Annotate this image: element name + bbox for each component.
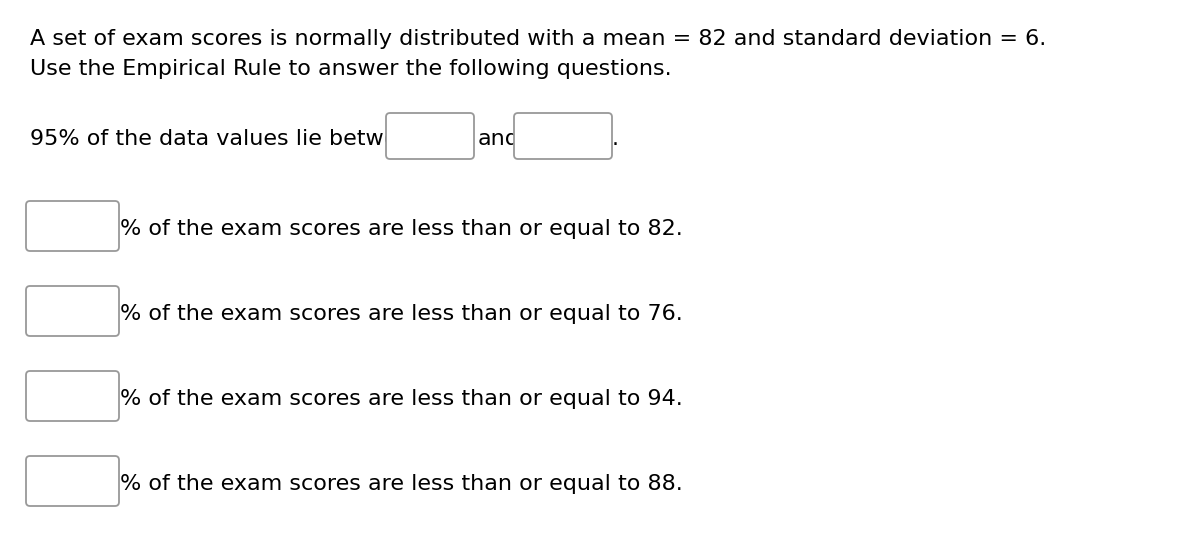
FancyBboxPatch shape bbox=[26, 286, 119, 336]
FancyBboxPatch shape bbox=[386, 113, 474, 159]
Text: A set of exam scores is normally distributed with a mean = 82 and standard devia: A set of exam scores is normally distrib… bbox=[29, 29, 1046, 49]
Text: Use the Empirical Rule to answer the following questions.: Use the Empirical Rule to answer the fol… bbox=[29, 59, 671, 79]
Text: 95% of the data values lie between: 95% of the data values lie between bbox=[29, 129, 425, 149]
FancyBboxPatch shape bbox=[514, 113, 613, 159]
FancyBboxPatch shape bbox=[26, 371, 119, 421]
Text: % of the exam scores are less than or equal to 94.: % of the exam scores are less than or eq… bbox=[120, 389, 683, 409]
Text: % of the exam scores are less than or equal to 76.: % of the exam scores are less than or eq… bbox=[120, 304, 683, 324]
Text: % of the exam scores are less than or equal to 88.: % of the exam scores are less than or eq… bbox=[120, 474, 683, 494]
Text: and: and bbox=[478, 129, 519, 149]
Text: % of the exam scores are less than or equal to 82.: % of the exam scores are less than or eq… bbox=[120, 219, 683, 239]
FancyBboxPatch shape bbox=[26, 456, 119, 506]
Text: .: . bbox=[613, 129, 618, 149]
FancyBboxPatch shape bbox=[26, 201, 119, 251]
